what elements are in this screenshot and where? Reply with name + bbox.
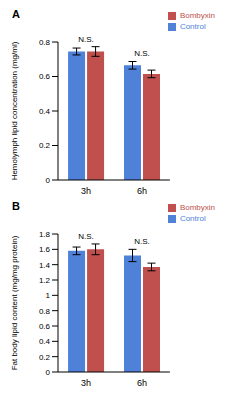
svg-text:0.2: 0.2 (39, 353, 51, 362)
svg-text:0: 0 (46, 176, 51, 185)
svg-text:6h: 6h (137, 378, 147, 388)
svg-text:N.S.: N.S. (78, 232, 94, 241)
svg-text:0: 0 (46, 368, 51, 377)
svg-text:0.6: 0.6 (39, 72, 51, 81)
svg-text:1.6: 1.6 (39, 245, 51, 254)
svg-text:0.4: 0.4 (39, 107, 51, 116)
html-text:A: A (12, 8, 20, 20)
svg-text:Hemolymph lipid concentration: Hemolymph lipid concentration (mg/ml) (10, 41, 19, 180)
svg-text:N.S.: N.S. (134, 237, 150, 246)
svg-text:3h: 3h (81, 186, 91, 196)
svg-text:0.2: 0.2 (39, 141, 51, 150)
html-text:Bombyxin: Bombyxin (179, 11, 215, 20)
svg-text:0.8: 0.8 (39, 307, 51, 316)
svg-text:1: 1 (46, 291, 51, 300)
html-text:Control: Control (179, 22, 206, 31)
svg-text:3h: 3h (81, 378, 91, 388)
html-text:B: B (12, 200, 20, 212)
svg-text:1.2: 1.2 (39, 276, 51, 285)
svg-text:6h: 6h (137, 186, 147, 196)
html-text:Bombyxin: Bombyxin (179, 203, 215, 212)
svg-text:1.8: 1.8 (39, 230, 51, 239)
svg-text:Fat body lipid content (mg/mg: Fat body lipid content (mg/mg protein) (10, 235, 19, 370)
svg-text:0.8: 0.8 (39, 38, 51, 47)
svg-text:1.4: 1.4 (39, 261, 51, 270)
svg-text:N.S.: N.S. (134, 49, 150, 58)
svg-text:N.S.: N.S. (78, 35, 94, 44)
svg-text:0.6: 0.6 (39, 322, 51, 331)
svg-text:0.4: 0.4 (39, 337, 51, 346)
html-text:Control: Control (179, 214, 206, 223)
